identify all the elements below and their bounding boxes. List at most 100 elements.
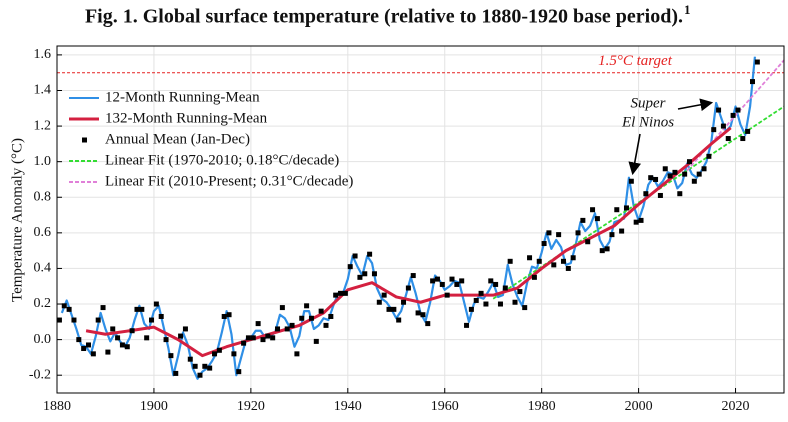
annual-marker [124, 344, 130, 350]
x-tick-label: 1920 [237, 399, 265, 414]
annual-marker [512, 299, 518, 305]
annual-marker [740, 136, 746, 142]
annual-marker [565, 265, 571, 271]
annual-marker [81, 346, 87, 352]
x-tick-label: 1880 [43, 399, 71, 414]
annual-marker [430, 278, 436, 284]
annual-marker [226, 312, 232, 318]
annual-marker [546, 230, 552, 236]
y-tick-label: 1.6 [34, 47, 52, 62]
annotation: El Ninos [621, 114, 674, 130]
annual-marker [95, 317, 101, 323]
annual-marker [604, 246, 610, 252]
annual-marker [308, 315, 314, 321]
annual-marker [168, 353, 174, 359]
annual-marker [115, 335, 121, 341]
annual-marker [202, 363, 208, 369]
annual-marker [464, 322, 470, 328]
annual-marker [144, 335, 150, 341]
legend-label: Annual Mean (Jan-Dec) [105, 131, 250, 147]
annual-marker [216, 347, 222, 353]
annual-marker [551, 262, 557, 268]
annual-marker [149, 317, 155, 323]
annual-marker [265, 333, 271, 339]
annual-marker [594, 216, 600, 222]
annual-marker [623, 205, 629, 211]
annual-marker [749, 79, 755, 85]
x-tick-label: 2000 [625, 399, 653, 414]
annual-marker [105, 349, 111, 355]
annual-marker [342, 290, 348, 296]
annual-marker [90, 351, 96, 357]
annual-marker [434, 276, 440, 282]
legend-label: 132-Month Running-Mean [105, 110, 268, 126]
annual-marker [299, 315, 305, 321]
annual-marker [236, 369, 242, 375]
annual-marker [478, 290, 484, 296]
annual-marker [648, 175, 654, 181]
y-tick-label: 0.6 [34, 225, 52, 240]
y-tick-label: 1.0 [34, 154, 52, 169]
x-tick-label: 1900 [140, 399, 168, 414]
annual-marker [212, 351, 218, 357]
annual-marker [473, 297, 479, 303]
annual-marker [556, 232, 562, 238]
annual-marker [284, 326, 290, 332]
annual-marker [86, 342, 92, 348]
annual-marker [371, 271, 377, 277]
legend-label: Linear Fit (1970-2010; 0.18°C/decade) [105, 152, 339, 168]
annual-marker [449, 276, 455, 282]
annual-marker [260, 337, 266, 343]
y-tick-label: 0.8 [34, 189, 52, 204]
annual-marker [706, 153, 712, 159]
annual-marker [333, 292, 339, 298]
legend-label: 12-Month Running-Mean [105, 89, 260, 105]
legend-marker [82, 137, 87, 143]
annual-marker [410, 273, 416, 279]
annual-marker [420, 312, 426, 318]
annual-marker [493, 281, 499, 287]
annual-marker [483, 301, 489, 307]
annual-marker [221, 313, 227, 319]
annual-marker [110, 326, 116, 332]
annual-marker [667, 173, 673, 179]
annual-marker [507, 258, 513, 264]
annual-marker [696, 171, 702, 177]
annual-marker [517, 289, 523, 295]
legend-label: Linear Fit (2010-Present; 0.31°C/decade) [105, 173, 353, 189]
annual-marker [173, 370, 179, 376]
annual-marker [633, 219, 639, 225]
annual-marker [672, 169, 678, 175]
annual-marker [657, 192, 663, 198]
annual-marker [454, 281, 460, 287]
annual-marker [653, 176, 659, 182]
annual-marker [119, 342, 125, 348]
annual-marker [730, 112, 736, 118]
annual-marker [720, 123, 726, 129]
annual-marker [241, 340, 247, 346]
annual-marker [536, 258, 542, 264]
annual-marker [677, 191, 683, 197]
annual-marker [497, 301, 503, 307]
annual-marker [541, 241, 547, 247]
annual-marker [304, 303, 310, 309]
annual-marker [590, 207, 596, 213]
annual-marker [391, 306, 397, 312]
annual-marker [716, 107, 722, 113]
annual-marker [686, 159, 692, 165]
annual-marker [488, 278, 494, 284]
annual-marker [711, 127, 717, 133]
y-tick-label: 0.4 [34, 261, 52, 276]
annual-marker [531, 274, 537, 280]
annual-marker [381, 292, 387, 298]
annual-marker [725, 136, 731, 142]
annual-marker [231, 351, 237, 357]
annual-marker [129, 328, 135, 334]
annual-marker [396, 317, 402, 323]
annual-marker [134, 306, 140, 312]
annual-marker [357, 274, 363, 280]
annual-marker [294, 351, 300, 357]
plot-frame [56, 45, 785, 394]
annual-marker [745, 128, 751, 134]
